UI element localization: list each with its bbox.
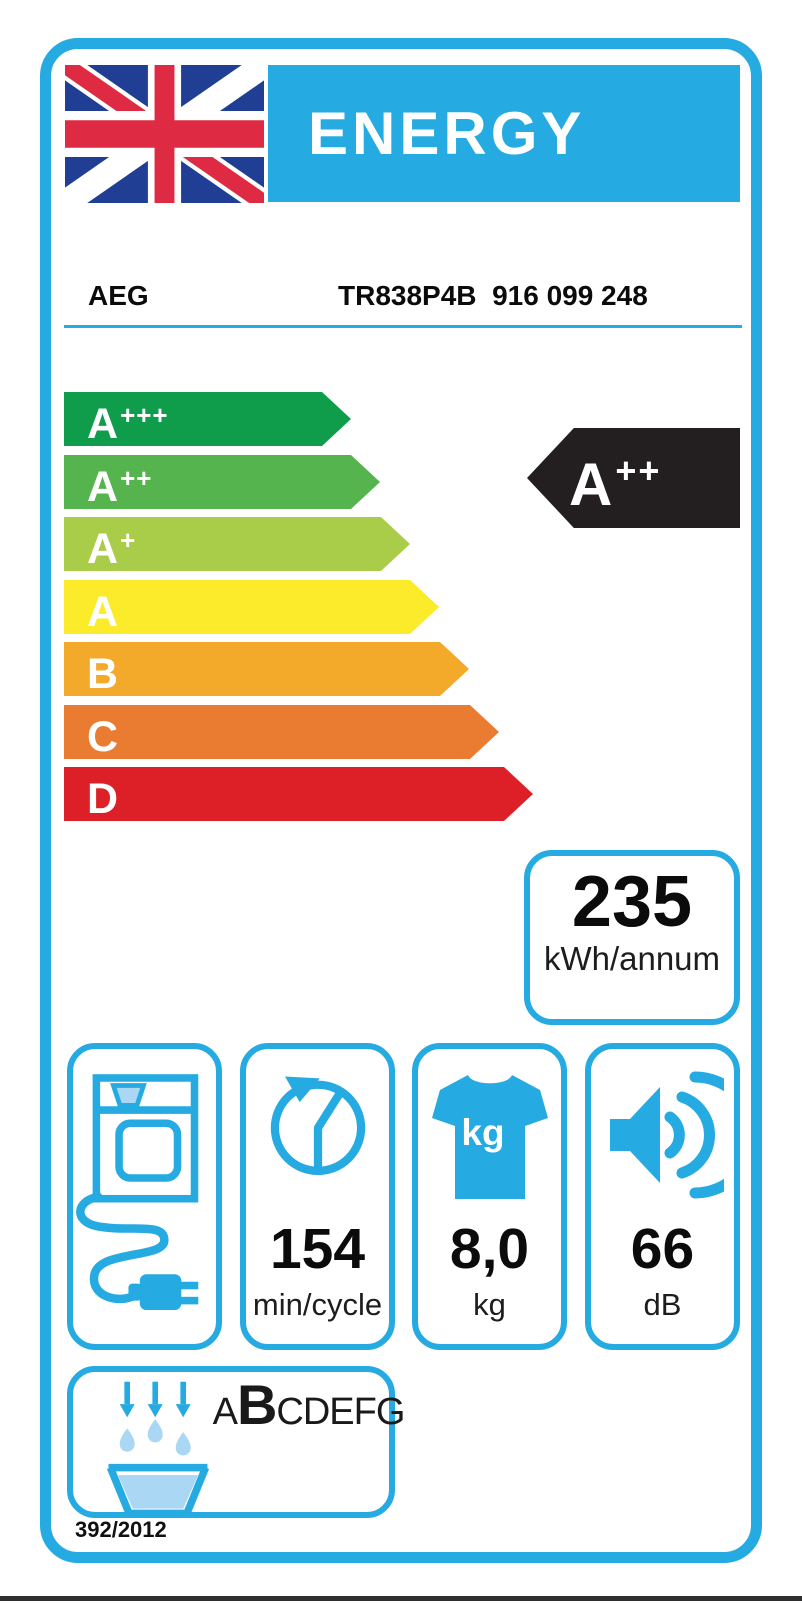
label-border-frame [40, 38, 762, 1563]
brand-name: AEG [88, 280, 149, 311]
model-number: TR838P4B 916 099 248 [338, 280, 648, 311]
grade-bar-a3: A+++ [64, 392, 351, 446]
page-bottom-divider [0, 1596, 802, 1601]
annual-energy-value: 235 [571, 862, 693, 942]
grade-bar-d: D [64, 767, 533, 821]
regulation-number: 392/2012 [75, 1517, 167, 1542]
energy-banner: ENERGY [268, 65, 740, 202]
electric-dryer-box [67, 1043, 222, 1350]
grade-bar-a: A [64, 580, 439, 634]
condensation-box: A B CDEFG [67, 1366, 405, 1518]
condensation-grades: A B CDEFG [212, 1372, 406, 1512]
cycle-time-value: 154 [269, 1217, 366, 1281]
noise-box: 66 dB [585, 1043, 740, 1350]
header-divider [64, 325, 742, 328]
annual-energy-unit: kWh/annum [543, 940, 721, 977]
grade-bar-a2: A++ [64, 455, 380, 509]
cycle-time-box: 154 min/cycle [240, 1043, 395, 1350]
capacity-unit: kg [473, 1287, 506, 1322]
energy-title: ENERGY [308, 100, 586, 167]
tshirt-kg-label: kg [461, 1112, 505, 1153]
capacity-box: 8,0 kg [412, 1043, 567, 1350]
condensation-icon [106, 1381, 210, 1518]
tshirt-icon [431, 1075, 548, 1199]
dryer-plug-icon [76, 1074, 199, 1311]
cycle-time-unit: min/cycle [252, 1287, 383, 1322]
uk-flag-icon [65, 65, 264, 203]
cond-grade-suffix: CDEFG [276, 1391, 405, 1433]
rating-arrow: A++ [527, 428, 740, 528]
grade-bar-b: B [64, 642, 469, 696]
noise-value: 66 [630, 1217, 695, 1281]
speaker-icon [609, 1071, 724, 1199]
cond-grade-prefix: A [212, 1391, 238, 1433]
cond-grade-rated: B [236, 1373, 277, 1436]
noise-unit: dB [643, 1287, 682, 1322]
capacity-value: 8,0 [449, 1217, 530, 1281]
grade-bar-a1: A+ [64, 517, 410, 571]
annual-energy-box: 235 kWh/annum [524, 850, 740, 1025]
clock-icon [270, 1076, 365, 1176]
grade-bar-c: C [64, 705, 499, 759]
